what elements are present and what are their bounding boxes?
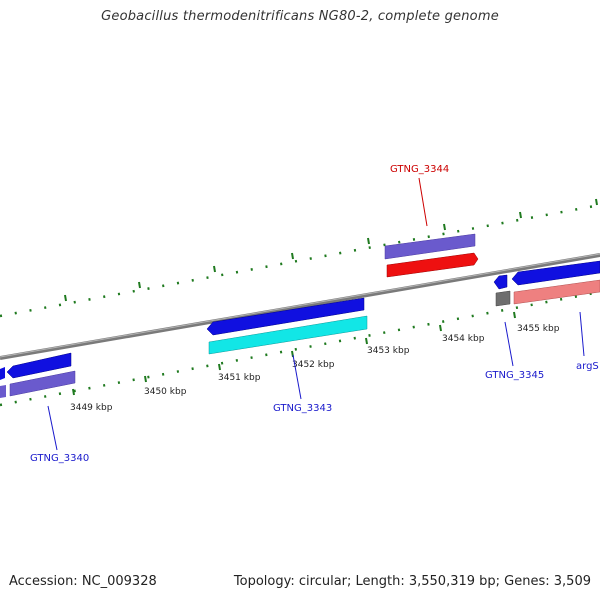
gene-label-gtng-3345[interactable]: GTNG_3345 [485, 370, 544, 381]
gene-label-gtng-3344[interactable]: GTNG_3344 [390, 164, 449, 175]
gene-gtng-3343-cyan[interactable] [208, 315, 368, 355]
genome-backbone [0, 253, 600, 360]
gene-args-pink[interactable] [513, 279, 600, 305]
scale-label-3450: 3450 kbp [144, 387, 187, 397]
scale-label-3452: 3452 kbp [292, 360, 335, 370]
scale-label-3453: 3453 kbp [367, 346, 410, 356]
major-ticks-upper [64, 198, 598, 302]
major-ticks-lower [72, 311, 516, 396]
scale-label-3449: 3449 kbp [70, 403, 113, 413]
gene-label-gtng-3343[interactable]: GTNG_3343 [273, 403, 332, 414]
label-line-gtng-3340 [47, 405, 58, 451]
genome-stats-label: Topology: circular; Length: 3,550,319 bp… [233, 574, 591, 589]
gene-gtng-3343-blue[interactable] [206, 297, 365, 336]
gene-left-blue-a[interactable] [0, 367, 5, 380]
label-line-gtng-3344 [418, 177, 428, 227]
gene-gtng-3340-purple[interactable] [9, 370, 76, 397]
gene-args-blue[interactable] [511, 260, 600, 286]
scale-label-3451: 3451 kbp [218, 373, 261, 383]
gene-gtng-3340-blue[interactable] [6, 352, 72, 379]
gene-label-gtng-3340[interactable]: GTNG_3340 [30, 453, 89, 464]
gene-gtng-3345-blue[interactable] [493, 274, 508, 290]
gene-left-purple-b[interactable] [0, 385, 6, 398]
label-line-args [579, 311, 585, 357]
accession-label: Accession: NC_009328 [9, 574, 157, 589]
gene-gtng-3344-purple[interactable] [384, 233, 476, 260]
label-line-gtng-3345 [504, 321, 514, 367]
genome-backbone-highlight [0, 253, 600, 358]
gene-gtng-3344-red[interactable] [386, 252, 479, 278]
gene-gtng-3345-gray[interactable] [495, 290, 511, 307]
map-title: Geobacillus thermodenitrificans NG80-2, … [101, 9, 499, 24]
scale-label-3454: 3454 kbp [442, 334, 485, 344]
scale-label-3455: 3455 kbp [517, 324, 560, 334]
gene-label-args[interactable]: argS [576, 361, 599, 372]
label-line-gtng-3343 [292, 354, 302, 400]
